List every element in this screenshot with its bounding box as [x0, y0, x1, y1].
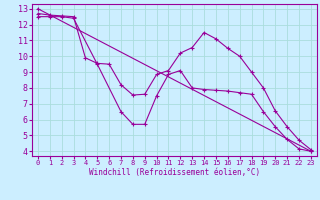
- X-axis label: Windchill (Refroidissement éolien,°C): Windchill (Refroidissement éolien,°C): [89, 168, 260, 177]
